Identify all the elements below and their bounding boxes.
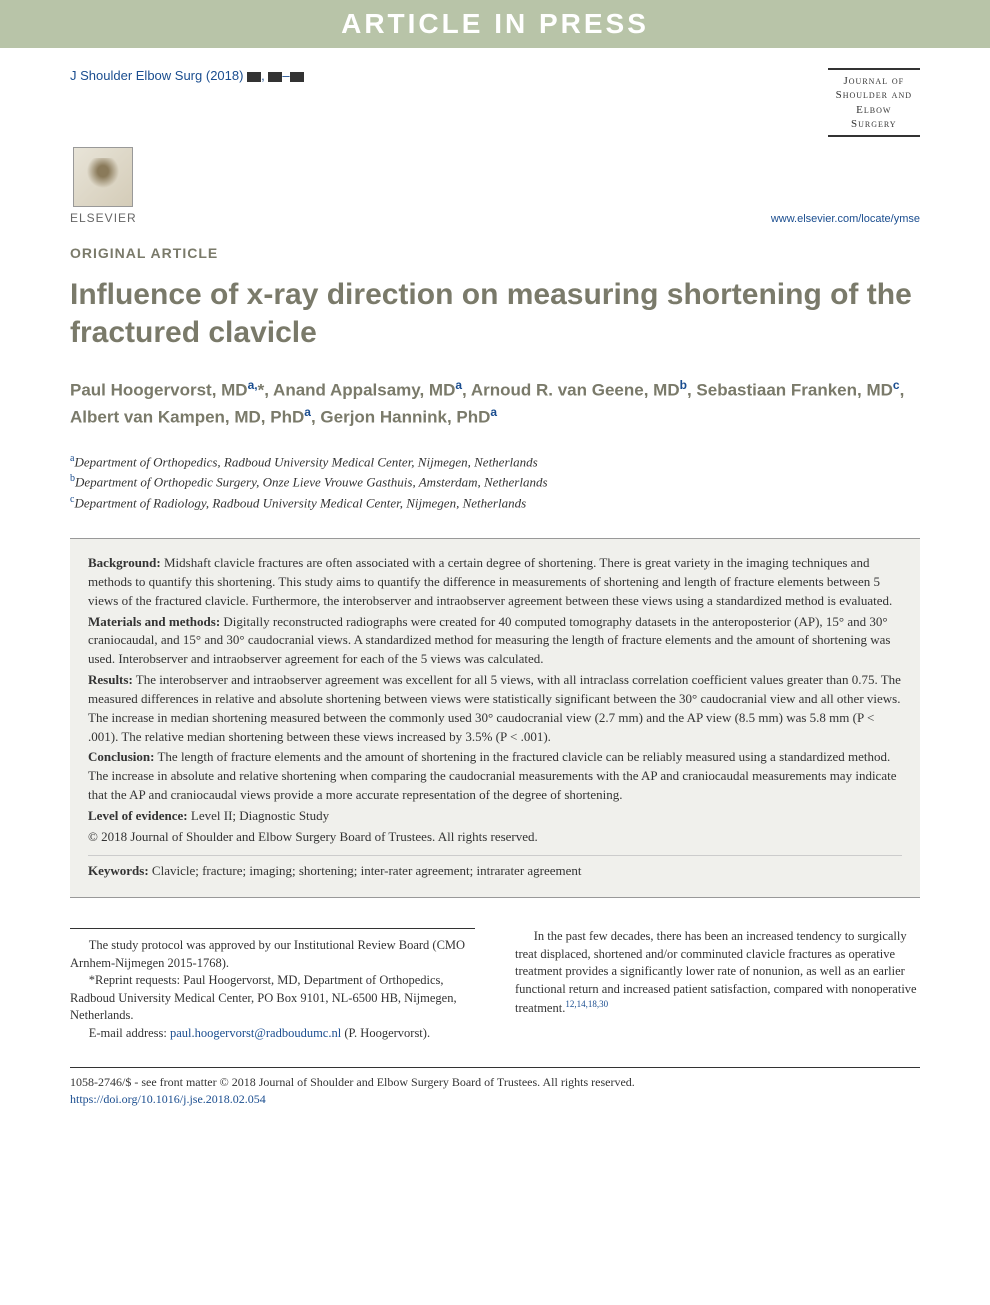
citation-journal: J Shoulder Elbow Surg <box>70 68 202 83</box>
conclusion-text: The length of fracture elements and the … <box>88 749 896 802</box>
page-footer: 1058-2746/$ - see front matter © 2018 Jo… <box>70 1067 920 1108</box>
reprint-label: *Reprint requests: <box>89 973 180 987</box>
journal-line-3: Elbow <box>836 103 912 117</box>
intro-refs[interactable]: 12,14,18,30 <box>565 999 608 1009</box>
irb-note: The study protocol was approved by our I… <box>70 937 475 972</box>
methods-label: Materials and methods: <box>88 614 220 629</box>
level-label: Level of evidence: <box>88 808 188 823</box>
results-label: Results: <box>88 672 133 687</box>
intro-column: In the past few decades, there has been … <box>515 928 920 1042</box>
article-title: Influence of x-ray direction on measurin… <box>70 276 920 351</box>
affiliations-list: aDepartment of Orthopedics, Radboud Univ… <box>70 451 920 513</box>
email-author: (P. Hoogervorst). <box>344 1026 430 1040</box>
keywords-label: Keywords: <box>88 863 149 878</box>
elsevier-tree-icon <box>73 147 133 207</box>
footnotes-column: The study protocol was approved by our I… <box>70 928 475 1042</box>
intro-paragraph: In the past few decades, there has been … <box>515 928 920 1018</box>
email-note: E-mail address: paul.hoogervorst@radboud… <box>70 1025 475 1043</box>
abstract-copyright: © 2018 Journal of Shoulder and Elbow Sur… <box>88 828 902 847</box>
journal-line-4: Surgery <box>836 117 912 131</box>
elsevier-text: ELSEVIER <box>70 211 137 225</box>
abstract-methods: Materials and methods: Digitally reconst… <box>88 613 902 670</box>
reprint-note: *Reprint requests: Paul Hoogervorst, MD,… <box>70 972 475 1025</box>
abstract-background: Background: Midshaft clavicle fractures … <box>88 554 902 611</box>
journal-line-1: Journal of <box>836 74 912 88</box>
affiliation-item: cDepartment of Radiology, Radboud Univer… <box>70 492 920 513</box>
abstract-box: Background: Midshaft clavicle fractures … <box>70 538 920 899</box>
article-type-label: ORIGINAL ARTICLE <box>70 245 920 261</box>
keywords-text: Clavicle; fracture; imaging; shortening;… <box>152 863 582 878</box>
placeholder-vol <box>247 72 261 82</box>
email-label: E-mail address: <box>89 1026 167 1040</box>
doi-link[interactable]: https://doi.org/10.1016/j.jse.2018.02.05… <box>70 1092 266 1106</box>
bottom-columns: The study protocol was approved by our I… <box>70 928 920 1042</box>
journal-line-2: Shoulder and <box>836 88 912 102</box>
placeholder-pg2 <box>290 72 304 82</box>
top-meta-row: J Shoulder Elbow Surg (2018) , – Journal… <box>70 68 920 137</box>
placeholder-pg1 <box>268 72 282 82</box>
journal-name-box: Journal of Shoulder and Elbow Surgery <box>828 68 920 137</box>
background-text: Midshaft clavicle fractures are often as… <box>88 555 892 608</box>
elsevier-logo: ELSEVIER <box>70 147 137 225</box>
citation-year: (2018) <box>206 68 244 83</box>
affiliation-item: aDepartment of Orthopedics, Radboud Univ… <box>70 451 920 472</box>
page-content: J Shoulder Elbow Surg (2018) , – Journal… <box>0 48 990 1148</box>
citation: J Shoulder Elbow Surg (2018) , – <box>70 68 304 83</box>
background-label: Background: <box>88 555 161 570</box>
abstract-keywords: Keywords: Clavicle; fracture; imaging; s… <box>88 855 902 881</box>
journal-url-link[interactable]: www.elsevier.com/locate/ymse <box>771 213 920 225</box>
abstract-conclusion: Conclusion: The length of fracture eleme… <box>88 748 902 805</box>
level-text: Level II; Diagnostic Study <box>191 808 329 823</box>
issn-line: 1058-2746/$ - see front matter © 2018 Jo… <box>70 1074 920 1091</box>
article-in-press-banner: ARTICLE IN PRESS <box>0 0 990 48</box>
affiliation-item: bDepartment of Orthopedic Surgery, Onze … <box>70 471 920 492</box>
publisher-row: ELSEVIER www.elsevier.com/locate/ymse <box>70 147 920 225</box>
abstract-level: Level of evidence: Level II; Diagnostic … <box>88 807 902 826</box>
email-link[interactable]: paul.hoogervorst@radboudumc.nl <box>170 1026 341 1040</box>
results-text: The interobserver and intraobserver agre… <box>88 672 901 744</box>
abstract-results: Results: The interobserver and intraobse… <box>88 671 902 746</box>
authors-list: Paul Hoogervorst, MDa,*, Anand Appalsamy… <box>70 376 920 430</box>
conclusion-label: Conclusion: <box>88 749 154 764</box>
